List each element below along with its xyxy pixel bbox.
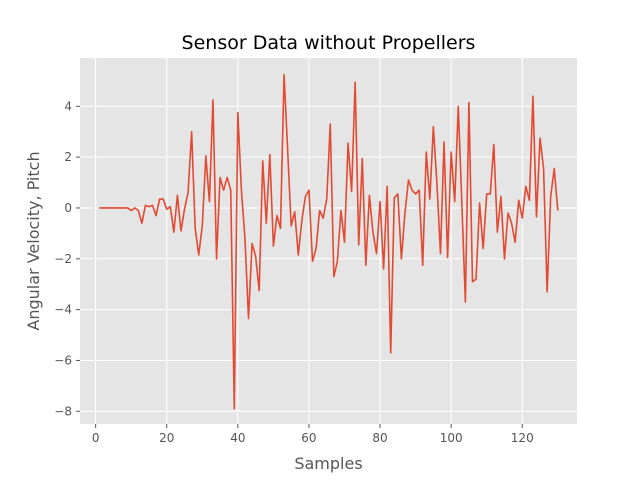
x-axis-label: Samples [294,454,362,473]
x-tick-label: 100 [440,431,463,445]
axis-ticks: 0 20 40 60 80 100 120 −8 −6 −4 −2 0 2 4 [54,99,533,445]
y-tick-label: −2 [54,252,72,266]
y-tick-label: −8 [54,404,72,418]
plot-panel [80,58,577,424]
x-tick-label: 0 [92,431,100,445]
x-tick-label: 120 [511,431,534,445]
y-tick-label: −4 [54,303,72,317]
y-tick-label: −6 [54,353,72,367]
x-tick-label: 20 [159,431,174,445]
series-layer [99,73,559,410]
y-tick-label: 2 [64,150,72,164]
x-tick-label: 80 [372,431,387,445]
y-tick-label: 0 [64,201,72,215]
x-tick-label: 40 [230,431,245,445]
series-line [99,73,559,410]
y-axis-label: Angular Velocity, Pitch [24,151,43,330]
y-tick-label: 4 [64,99,72,113]
x-tick-label: 60 [301,431,316,445]
chart-title: Sensor Data without Propellers [182,32,476,54]
